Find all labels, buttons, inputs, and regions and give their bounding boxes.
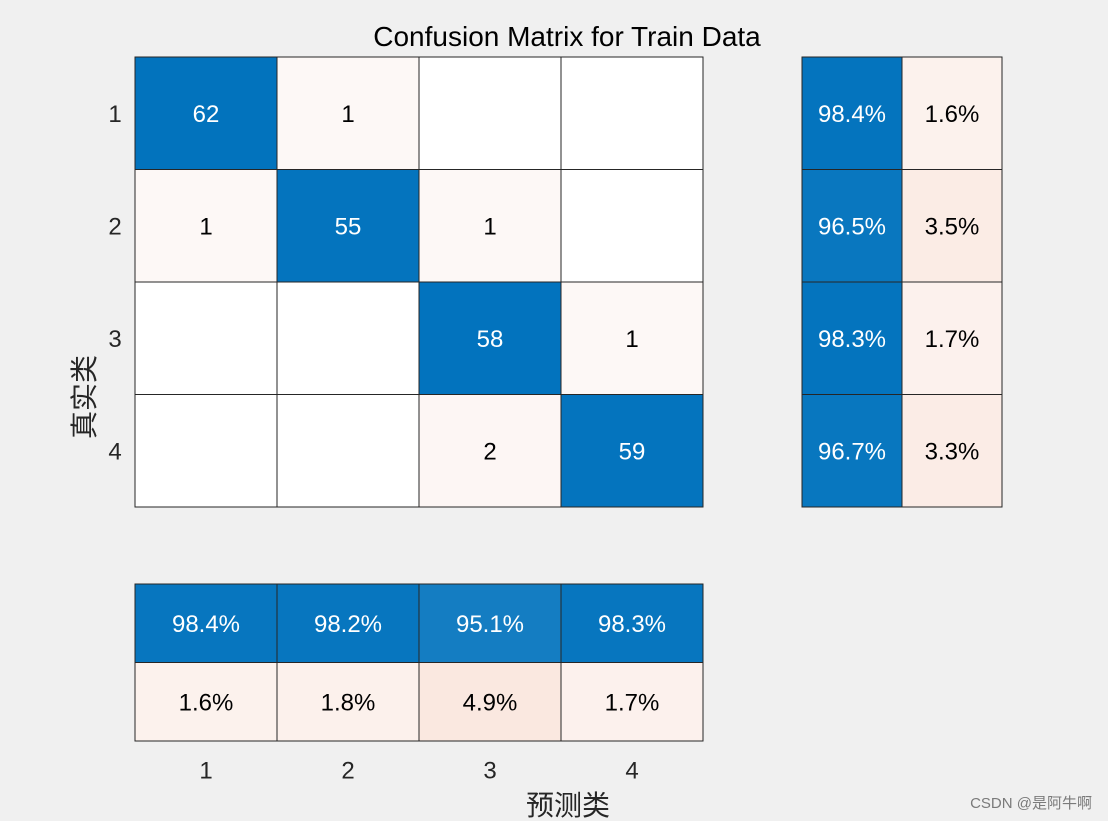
column-summary-correct-cell: [418, 583, 562, 663]
matrix-cell-value: 1: [341, 101, 354, 128]
row-summary-correct-cell: [801, 56, 903, 170]
row-summary-incorrect-value: 1.7%: [925, 326, 980, 353]
x-tick-label: 1: [199, 758, 212, 785]
matrix-cell: [418, 394, 562, 508]
matrix-cell: [276, 56, 420, 170]
row-summary-incorrect-cell: [901, 394, 1003, 508]
matrix-cell: [276, 281, 420, 395]
column-summary-correct-cell: [134, 583, 278, 663]
row-summary-incorrect-cell: [901, 281, 1003, 395]
x-axis-label: 预测类: [526, 789, 610, 821]
row-summary-correct-value: 98.3%: [818, 326, 886, 353]
x-tick-label: 2: [341, 758, 354, 785]
column-summary-incorrect-value: 1.7%: [605, 689, 660, 716]
x-tick-label: 4: [625, 758, 638, 785]
column-summary-incorrect-cell: [276, 662, 420, 742]
row-summary-incorrect-value: 1.6%: [925, 101, 980, 128]
matrix-cell: [560, 394, 704, 508]
row-summary-correct-value: 96.5%: [818, 213, 886, 240]
confusion-matrix-grid: 62 1 1 55 1 58 1 2 59: [134, 56, 704, 508]
y-axis-label: 真实类: [68, 355, 101, 439]
column-summary-correct-value: 98.4%: [172, 611, 240, 638]
matrix-cell-value: 62: [193, 101, 220, 128]
matrix-cell-value: 1: [199, 213, 212, 240]
column-summary-incorrect-cell: [418, 662, 562, 742]
matrix-cell: [560, 56, 704, 170]
x-tick-labels: 1 2 3 4: [199, 758, 638, 785]
matrix-cell-value: 1: [625, 326, 638, 353]
matrix-cell-value: 59: [619, 438, 646, 465]
watermark-text: CSDN @是阿牛啊: [970, 795, 1092, 812]
column-summary-incorrect-value: 4.9%: [463, 689, 518, 716]
y-tick-label: 4: [108, 438, 121, 465]
row-summary-correct-cell: [801, 169, 903, 283]
matrix-cell: [134, 56, 278, 170]
chart-title: Confusion Matrix for Train Data: [373, 21, 761, 52]
matrix-cell: [418, 281, 562, 395]
matrix-cell-value: 2: [483, 438, 496, 465]
column-summary-grid: 98.4% 1.6% 98.2% 1.8% 95.1% 4.9% 98.3% 1.7%: [134, 583, 704, 742]
y-tick-label: 1: [108, 101, 121, 128]
row-summary-grid: 98.4% 1.6% 96.5% 3.5% 98.3% 1.7% 96.7% 3.3%: [801, 56, 1003, 508]
x-tick-label: 3: [483, 758, 496, 785]
row-summary-incorrect-value: 3.5%: [925, 213, 980, 240]
matrix-cell: [276, 394, 420, 508]
row-summary-incorrect-cell: [901, 56, 1003, 170]
column-summary-correct-value: 98.2%: [314, 611, 382, 638]
row-summary-incorrect-cell: [901, 169, 1003, 283]
matrix-cell-value: 55: [335, 213, 362, 240]
row-summary-incorrect-value: 3.3%: [925, 438, 980, 465]
column-summary-correct-cell: [276, 583, 420, 663]
matrix-cell-value: 1: [483, 213, 496, 240]
matrix-cell: [134, 394, 278, 508]
matrix-cell: [418, 169, 562, 283]
matrix-cell: [276, 169, 420, 283]
y-tick-label: 3: [108, 326, 121, 353]
column-summary-incorrect-value: 1.6%: [179, 689, 234, 716]
y-tick-label: 2: [108, 213, 121, 240]
column-summary-correct-cell: [560, 583, 704, 663]
row-summary-correct-value: 96.7%: [818, 438, 886, 465]
column-summary-correct-value: 95.1%: [456, 611, 524, 638]
y-tick-labels: 1 2 3 4: [108, 101, 121, 466]
matrix-cell: [134, 169, 278, 283]
row-summary-correct-value: 98.4%: [818, 101, 886, 128]
column-summary-incorrect-cell: [560, 662, 704, 742]
column-summary-correct-value: 98.3%: [598, 611, 666, 638]
row-summary-correct-cell: [801, 281, 903, 395]
matrix-cell: [418, 56, 562, 170]
matrix-cell-value: 58: [477, 326, 504, 353]
column-summary-incorrect-value: 1.8%: [321, 689, 376, 716]
matrix-cell: [560, 169, 704, 283]
matrix-cell: [134, 281, 278, 395]
row-summary-correct-cell: [801, 394, 903, 508]
column-summary-incorrect-cell: [134, 662, 278, 742]
